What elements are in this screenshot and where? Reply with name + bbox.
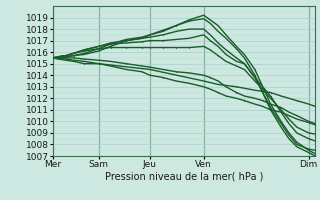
X-axis label: Pression niveau de la mer( hPa ): Pression niveau de la mer( hPa ) (105, 172, 263, 182)
